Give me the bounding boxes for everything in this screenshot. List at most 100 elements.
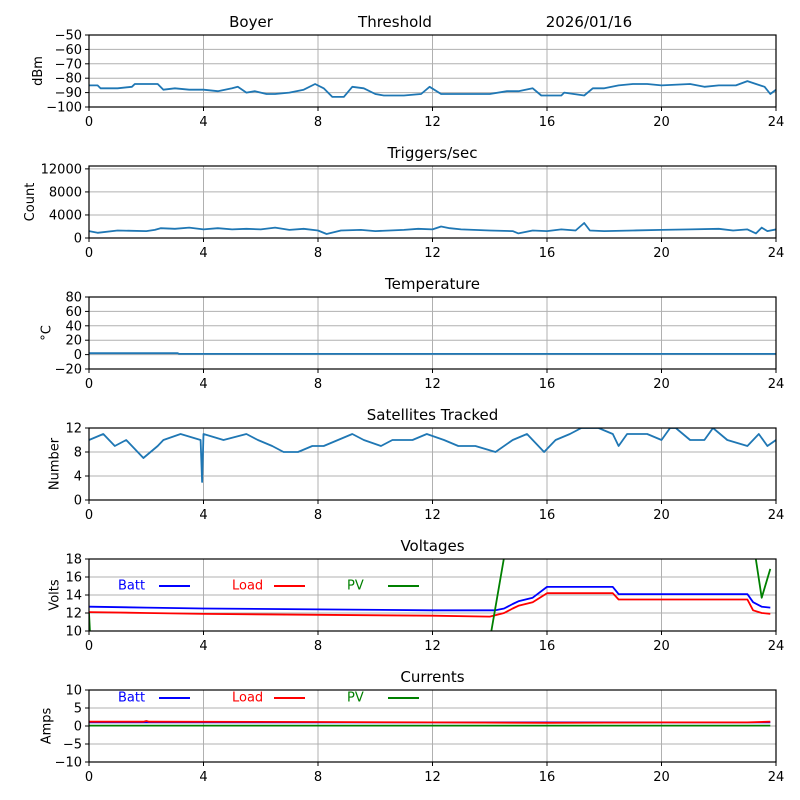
- panel-title: Temperature: [384, 275, 480, 293]
- y-tick-label: 0: [74, 348, 82, 363]
- y-tick-label: 16: [65, 571, 82, 586]
- y-tick-label: 12: [65, 422, 82, 437]
- x-tick-label: 4: [199, 377, 207, 392]
- x-tick-label: 0: [85, 115, 93, 130]
- series-line-batt: [89, 586, 771, 612]
- y-tick-label: 12000: [41, 162, 82, 177]
- y-tick-label: −50: [55, 29, 82, 44]
- series-line-count: [89, 222, 776, 235]
- x-tick-label: 16: [539, 770, 556, 785]
- y-tick-label: −90: [55, 86, 82, 101]
- y-tick-label: 0: [74, 720, 82, 735]
- x-tick-label: 12: [424, 377, 441, 392]
- y-tick-label: 0: [74, 232, 82, 247]
- panel-title: Satellites Tracked: [367, 406, 498, 424]
- series-line-pv: [89, 559, 772, 631]
- x-tick-label: 24: [768, 115, 785, 130]
- x-tick-label: 0: [85, 246, 93, 261]
- x-tick-label: 12: [424, 639, 441, 654]
- panel-currents: 0 4 8 12 16 20 24 −10 −5 0 5 10 Amps Currents Batt Load…: [39, 668, 784, 785]
- legend-label-batt: Batt: [118, 579, 145, 594]
- y-axis-label: Count: [23, 183, 38, 222]
- x-tick-label: 8: [314, 508, 322, 523]
- y-tick-label: 60: [65, 305, 82, 320]
- y-axis-label: Volts: [48, 579, 63, 611]
- x-tick-label: 24: [768, 246, 785, 261]
- legend-label-pv: PV: [347, 579, 364, 594]
- x-tick-label: 20: [653, 246, 670, 261]
- x-tick-label: 12: [424, 508, 441, 523]
- legend-label-load: Load: [232, 579, 263, 594]
- x-tick-label: 24: [768, 770, 785, 785]
- y-tick-label: −10: [55, 756, 82, 771]
- y-tick-label: −70: [55, 57, 82, 72]
- y-tick-label: −5: [63, 738, 82, 753]
- header-station: Boyer: [229, 13, 274, 31]
- x-tick-label: 16: [539, 639, 556, 654]
- x-tick-label: 12: [424, 115, 441, 130]
- x-tick-label: 20: [653, 377, 670, 392]
- y-tick-label: −60: [55, 43, 82, 58]
- x-tick-label: 4: [199, 508, 207, 523]
- x-tick-label: 16: [539, 377, 556, 392]
- x-tick-label: 4: [199, 115, 207, 130]
- y-axis-label: Number: [48, 437, 63, 490]
- y-axis-label: dBm: [31, 56, 46, 86]
- x-tick-label: 8: [314, 377, 322, 392]
- y-axis-label: °C: [39, 325, 54, 341]
- y-tick-label: 14: [65, 589, 82, 604]
- panel-title: Voltages: [400, 537, 464, 555]
- y-tick-label: 18: [65, 553, 82, 568]
- x-tick-label: 4: [199, 770, 207, 785]
- x-tick-label: 0: [85, 639, 93, 654]
- x-tick-label: 24: [768, 508, 785, 523]
- legend-label-pv: PV: [347, 691, 364, 706]
- series-line-load: [89, 720, 771, 724]
- y-tick-label: 20: [65, 334, 82, 349]
- y-tick-label: −80: [55, 72, 82, 87]
- x-tick-label: 4: [199, 639, 207, 654]
- header-mode: Threshold: [357, 13, 432, 31]
- y-axis-label: Amps: [39, 707, 54, 744]
- header-date: 2026/01/16: [546, 13, 632, 31]
- x-tick-label: 16: [539, 508, 556, 523]
- x-tick-label: 24: [768, 639, 785, 654]
- x-tick-label: 4: [199, 246, 207, 261]
- y-tick-label: −100: [46, 101, 82, 116]
- x-tick-label: 20: [653, 508, 670, 523]
- x-tick-label: 20: [653, 770, 670, 785]
- x-tick-label: 24: [768, 377, 785, 392]
- y-tick-label: −20: [55, 363, 82, 378]
- x-tick-label: 12: [424, 770, 441, 785]
- y-tick-label: 8: [74, 446, 82, 461]
- panel-title: Currents: [400, 668, 464, 686]
- x-tick-label: 16: [539, 246, 556, 261]
- x-tick-label: 0: [85, 770, 93, 785]
- series-line-load: [89, 592, 771, 618]
- y-tick-label: 80: [65, 291, 82, 306]
- panel-title: Triggers/sec: [387, 144, 478, 162]
- y-tick-label: 10: [65, 625, 82, 640]
- x-tick-label: 8: [314, 115, 322, 130]
- y-tick-label: 5: [74, 702, 82, 717]
- y-tick-label: 0: [74, 494, 82, 509]
- legend-label-load: Load: [232, 691, 263, 706]
- x-tick-label: 8: [314, 770, 322, 785]
- series-line-number: [89, 428, 776, 483]
- y-tick-label: 10: [65, 684, 82, 699]
- y-tick-label: 4: [74, 470, 82, 485]
- panel-signal: 0 4 8 12 16 20 24 −100−90−80−70−60−50 dBm: [31, 29, 784, 131]
- y-tick-label: 12: [65, 607, 82, 622]
- x-tick-label: 8: [314, 639, 322, 654]
- x-tick-label: 20: [653, 115, 670, 130]
- x-tick-label: 0: [85, 377, 93, 392]
- x-tick-label: 16: [539, 115, 556, 130]
- legend-label-batt: Batt: [118, 691, 145, 706]
- x-tick-label: 0: [85, 508, 93, 523]
- series-line-temperature: [89, 352, 776, 355]
- x-tick-label: 12: [424, 246, 441, 261]
- y-tick-label: 40: [65, 319, 82, 334]
- series-line-dbm: [89, 80, 776, 98]
